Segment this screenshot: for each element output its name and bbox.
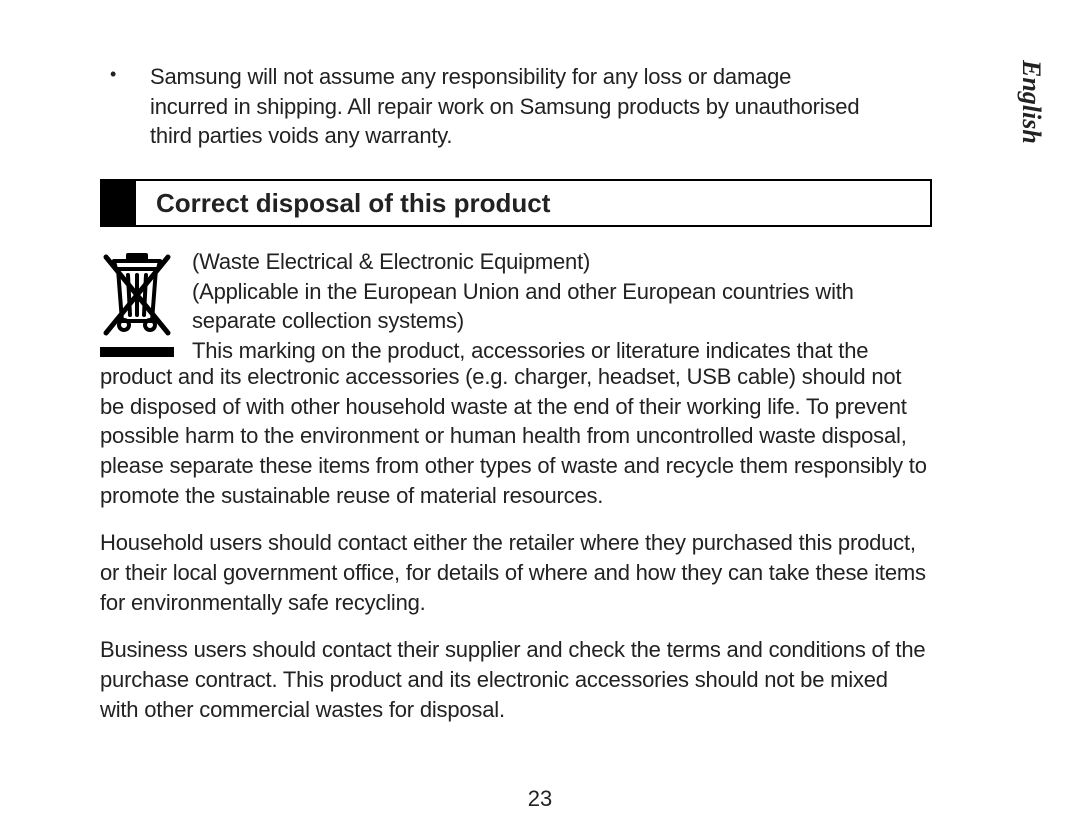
weee-subtitle-1: (Waste Electrical & Electronic Equipment…	[192, 247, 928, 277]
language-side-tab: English	[1016, 60, 1046, 144]
disposal-intro-block: (Waste Electrical & Electronic Equipment…	[100, 247, 928, 366]
disposal-intro-text: (Waste Electrical & Electronic Equipment…	[192, 247, 928, 366]
bullet-text: Samsung will not assume any responsibili…	[150, 62, 928, 151]
weee-para3: Business users should contact their supp…	[100, 635, 928, 724]
bullet-marker: •	[100, 62, 150, 151]
heading-tab	[102, 181, 136, 225]
weee-underline-bar	[100, 347, 174, 357]
warranty-bullet: • Samsung will not assume any responsibi…	[100, 62, 928, 151]
weee-para2: Household users should contact either th…	[100, 528, 928, 617]
weee-icon-column	[100, 247, 192, 366]
section-heading: Correct disposal of this product	[100, 179, 932, 227]
manual-page: English • Samsung will not assume any re…	[0, 0, 1080, 840]
weee-para1-rest: product and its electronic accessories (…	[100, 362, 928, 510]
heading-title: Correct disposal of this product	[136, 181, 550, 225]
weee-subtitle-2: (Applicable in the European Union and ot…	[192, 277, 928, 336]
page-content: • Samsung will not assume any responsibi…	[100, 62, 980, 724]
page-number: 23	[0, 786, 1080, 812]
weee-crossed-bin-icon	[100, 249, 174, 339]
